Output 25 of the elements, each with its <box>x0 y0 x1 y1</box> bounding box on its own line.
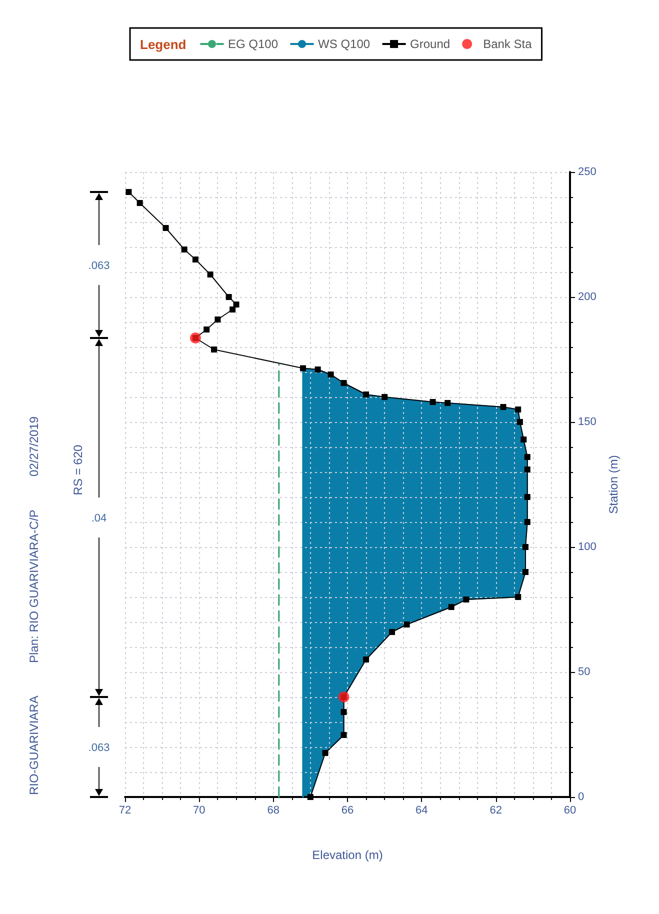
text: RS = 620 <box>71 444 85 496</box>
y-tick-label: 50 <box>578 666 590 678</box>
y-tick-label: 0 <box>578 791 584 803</box>
x-tick-label: 62 <box>490 804 502 816</box>
text: .04 <box>91 512 107 524</box>
y-tick-label: 150 <box>578 416 596 428</box>
x-tick-label: 64 <box>416 804 428 816</box>
legend-label: Bank Sta <box>483 37 532 51</box>
x-tick-label: 60 <box>564 804 576 816</box>
y-tick-label: 250 <box>578 166 596 178</box>
y-tick-label: 200 <box>578 291 596 303</box>
legend-label: Ground <box>410 37 450 51</box>
text: .063 <box>88 260 110 272</box>
y-tick-label: 100 <box>578 541 596 553</box>
legend-label: EG Q100 <box>228 37 278 51</box>
text: .063 <box>88 742 110 754</box>
x-tick-label: 72 <box>118 804 132 816</box>
legend-label: WS Q100 <box>318 37 370 51</box>
y-axis-title: Station (m) <box>606 455 620 514</box>
x-tick-label: 70 <box>193 804 206 816</box>
x-tick-label: 66 <box>341 804 354 816</box>
text: RIO-GUARIVIARA Plan: RIO GUARIVIARA-C/P 02/27/2019 <box>27 416 41 795</box>
x-axis-title: Elevation (m) <box>312 848 383 862</box>
legend-title: Legend <box>140 37 186 52</box>
x-tick-label: 68 <box>267 804 280 816</box>
